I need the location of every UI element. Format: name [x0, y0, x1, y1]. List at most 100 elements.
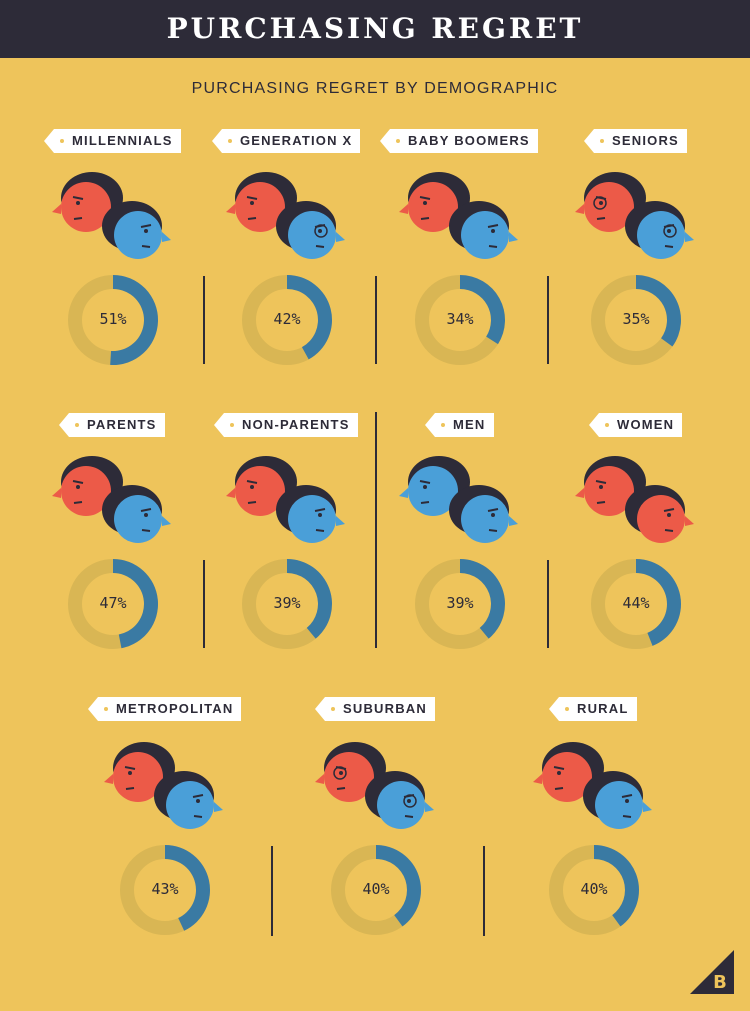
- red-face-bob-hair-icon: [625, 485, 694, 543]
- faces-illustration: [315, 742, 434, 829]
- red-face-cowboy-hat-icon: [533, 742, 604, 802]
- blue-face-white-hair-glasses-icon: [625, 201, 694, 259]
- donut-chart: [549, 845, 639, 935]
- donut-regret-segment: [460, 559, 505, 639]
- blue-face-with-glasses-icon: [365, 771, 434, 829]
- red-face-long-hair-icon: [226, 172, 297, 232]
- category-label: MEN: [453, 417, 486, 432]
- red-face-with-dark-hair-icon: [52, 172, 123, 232]
- demographic-label: SENIORS: [584, 129, 687, 153]
- category-label: SUBURBAN: [343, 701, 427, 716]
- faces-illustration: [533, 742, 652, 829]
- donut-chart: [68, 275, 159, 365]
- donut-chart: [331, 845, 421, 935]
- percentage-label: 47%: [99, 594, 127, 612]
- percentage-label: 51%: [99, 310, 127, 328]
- donut-chart: [242, 275, 332, 365]
- red-face-with-glasses-icon: [315, 742, 386, 802]
- divider-line: [483, 846, 485, 936]
- category-label: METROPOLITAN: [116, 701, 234, 716]
- donut-regret-segment: [165, 845, 210, 931]
- blue-face-bearded-icon: [102, 201, 171, 259]
- divider-line: [547, 276, 549, 364]
- page-title: PURCHASING REGRET: [166, 12, 584, 45]
- category-label: RURAL: [577, 701, 629, 716]
- donut-regret-segment: [460, 275, 505, 345]
- faces-illustration: [52, 172, 171, 259]
- divider-line: [375, 412, 377, 648]
- faces-illustration: [104, 742, 223, 829]
- category-label: SENIORS: [612, 133, 679, 148]
- tag-hole-icon: [605, 422, 609, 427]
- demographic-label: WOMEN: [588, 413, 683, 437]
- demographic-label: MILLENNIALS: [44, 129, 181, 153]
- faces-illustration: [399, 456, 518, 543]
- faces-illustration: [399, 172, 518, 259]
- tag-hole-icon: [331, 706, 335, 711]
- blue-face-dark-hair-icon: [449, 201, 518, 259]
- tag-hole-icon: [441, 422, 445, 427]
- faces-illustration: [226, 456, 345, 543]
- tag-hole-icon: [228, 138, 232, 143]
- donut-chart: [415, 559, 505, 649]
- donut-chart: [591, 559, 681, 649]
- blue-face-dark-hair-icon: [276, 485, 345, 543]
- tag-hole-icon: [230, 422, 234, 427]
- demographic-label: GENERATION X: [211, 129, 361, 153]
- demographic-label: PARENTS: [59, 413, 165, 437]
- donut-regret-segment: [287, 275, 332, 360]
- donut-regret-segment: [376, 845, 421, 927]
- tag-hole-icon: [565, 706, 569, 711]
- red-face-white-curly-hair-glasses-icon: [575, 172, 646, 232]
- divider-line: [203, 276, 205, 364]
- faces-illustration: [52, 456, 171, 543]
- tag-hole-icon: [75, 422, 79, 427]
- donut-regret-segment: [594, 845, 639, 927]
- category-label: GENERATION X: [240, 133, 353, 148]
- percentage-label: 39%: [446, 594, 474, 612]
- donut-regret-segment: [110, 275, 159, 365]
- tag-hole-icon: [104, 706, 108, 711]
- donut-regret-segment: [113, 559, 158, 649]
- percentage-label: 44%: [622, 594, 650, 612]
- donut-chart: [591, 275, 681, 365]
- category-label: WOMEN: [617, 417, 675, 432]
- faces-illustration: [575, 456, 694, 543]
- tag-hole-icon: [396, 138, 400, 143]
- demographic-label: MEN: [425, 413, 494, 437]
- title-banner: PURCHASING REGRET: [0, 0, 750, 58]
- divider-line: [547, 560, 549, 648]
- blue-face-stubble-icon: [154, 771, 223, 829]
- demographic-label: NON-PARENTS: [214, 413, 358, 437]
- donut-chart: [68, 559, 158, 649]
- red-face-ponytail-icon: [575, 456, 646, 516]
- red-face-dark-hair-icon: [399, 172, 470, 232]
- blue-face-with-glasses-icon: [276, 201, 345, 259]
- percentage-label: 34%: [446, 310, 474, 328]
- divider-line: [203, 560, 205, 648]
- b-logo-icon: B: [690, 950, 734, 994]
- donut-chart: [120, 845, 210, 935]
- donut-regret-segment: [287, 559, 332, 639]
- demographic-label: RURAL: [549, 697, 637, 721]
- faces-illustration: [575, 172, 694, 259]
- divider-line: [375, 276, 377, 364]
- divider-line: [271, 846, 273, 936]
- chart-subtitle: PURCHASING REGRET BY DEMOGRAPHIC: [191, 80, 559, 97]
- demographic-label: BABY BOOMERS: [380, 129, 538, 153]
- tag-hole-icon: [600, 138, 604, 143]
- faces-illustration: [226, 172, 345, 259]
- demographic-label: METROPOLITAN: [87, 697, 242, 721]
- donut-regret-segment: [636, 559, 681, 646]
- percentage-label: 40%: [580, 880, 608, 898]
- blue-face-dark-hair-icon: [102, 485, 171, 543]
- donut-chart: [415, 275, 505, 365]
- category-label: BABY BOOMERS: [408, 133, 530, 148]
- red-face-dark-hair-icon: [226, 456, 297, 516]
- percentage-label: 35%: [622, 310, 650, 328]
- demographic-label: SUBURBAN: [315, 697, 435, 721]
- donut-regret-segment: [636, 275, 681, 347]
- blue-face-cap-icon: [583, 771, 652, 829]
- category-label: NON-PARENTS: [242, 417, 350, 432]
- red-face-afro-earbuds-icon: [104, 742, 175, 802]
